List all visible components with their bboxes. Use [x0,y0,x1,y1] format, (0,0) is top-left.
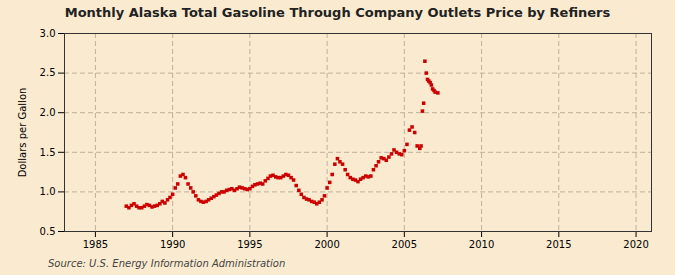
svg-text:1985: 1985 [83,239,108,250]
html-text:Monthly Alaska Total Gasoline: Monthly Alaska Total Gasoline Through Co… [64,5,611,20]
svg-text:2020: 2020 [623,239,648,250]
svg-text:2.5: 2.5 [40,67,56,78]
svg-text:1990: 1990 [160,239,185,250]
svg-text:1.5: 1.5 [40,147,56,158]
svg-text:2010: 2010 [469,239,494,250]
svg-text:2005: 2005 [392,239,417,250]
svg-text:1.0: 1.0 [40,186,56,197]
svg-text:1995: 1995 [237,239,262,250]
svg-text:2015: 2015 [546,239,571,250]
svg-text:2.0: 2.0 [40,107,56,118]
svg-text:2000: 2000 [314,239,339,250]
svg-text:3.0: 3.0 [40,28,56,39]
svg-text:Dollars per Gallon: Dollars per Gallon [17,88,28,178]
svg-text:0.5: 0.5 [40,226,56,237]
html-text:Source: U.S. Energy Informatio: Source: U.S. Energy Information Administ… [48,258,286,269]
